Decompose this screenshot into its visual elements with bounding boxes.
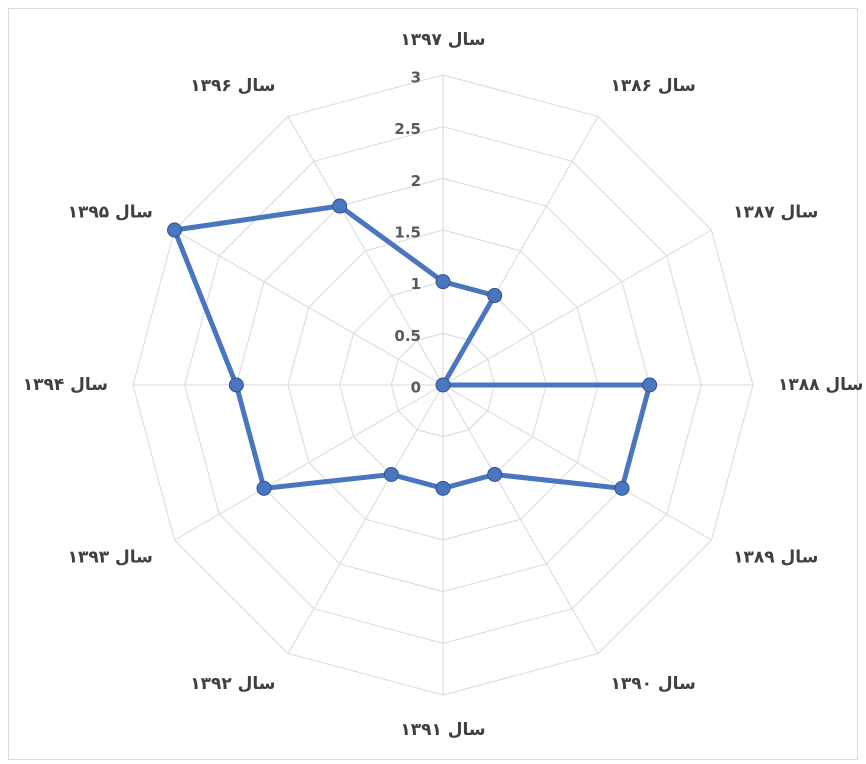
r-tick-label: 1.5 (394, 224, 421, 242)
category-label: سال ۱۳۹۳ (68, 548, 153, 568)
data-point (435, 274, 451, 290)
r-tick-label: 1 (411, 275, 421, 293)
data-point (642, 377, 658, 393)
data-point (332, 198, 348, 214)
data-point (614, 480, 630, 496)
data-point (435, 377, 451, 393)
data-point (256, 480, 272, 496)
category-label: سال ۱۳۹۰ (611, 674, 696, 694)
chart-frame (8, 8, 858, 760)
category-label: سال ۱۳۹۶ (190, 76, 275, 96)
r-tick-label: 0 (411, 379, 421, 397)
r-tick-label: 2.5 (394, 120, 421, 138)
category-label: سال ۱۳۹۷ (400, 30, 485, 50)
grid-ring (390, 332, 496, 438)
data-point (228, 377, 244, 393)
grid-ring (235, 177, 651, 593)
data-point (435, 480, 451, 496)
category-label: سال ۱۳۹۵ (68, 203, 153, 223)
category-label: سال ۱۳۸۸ (778, 375, 863, 395)
data-point (167, 222, 183, 238)
data-point (383, 466, 399, 482)
data-point (487, 466, 503, 482)
r-tick-label: 3 (411, 69, 421, 87)
category-label: سال ۱۳۸۷ (733, 203, 818, 223)
r-tick-label: 2 (411, 172, 421, 190)
category-label: سال ۱۳۹۱ (400, 720, 485, 740)
data-point (487, 288, 503, 304)
category-label: سال ۱۳۹۲ (190, 674, 275, 694)
r-tick-label: 0.5 (394, 327, 421, 345)
category-label: سال ۱۳۹۴ (23, 375, 108, 395)
category-label: سال ۱۳۸۶ (611, 76, 696, 96)
category-label: سال ۱۳۸۹ (733, 548, 818, 568)
grid-ring (184, 126, 702, 644)
grid-ring (287, 229, 599, 541)
